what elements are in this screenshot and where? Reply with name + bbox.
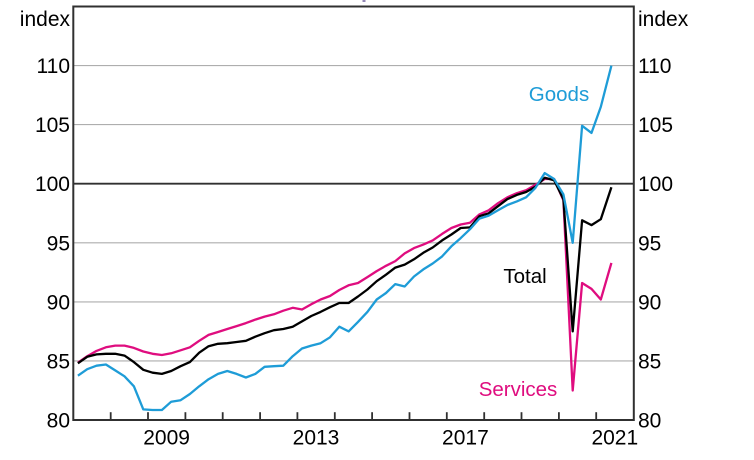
svg-text:95: 95 (638, 232, 661, 255)
svg-text:Goods: Goods (529, 83, 589, 106)
svg-text:100: 100 (638, 173, 673, 196)
svg-text:2013: 2013 (293, 427, 340, 450)
svg-text:90: 90 (638, 291, 661, 314)
svg-text:110: 110 (37, 55, 70, 78)
svg-text:90: 90 (47, 291, 70, 314)
svg-text:80: 80 (47, 410, 70, 433)
svg-text:110: 110 (638, 55, 671, 78)
svg-text:105: 105 (35, 114, 70, 137)
svg-text:95: 95 (47, 232, 70, 255)
svg-text:85: 85 (47, 350, 70, 373)
svg-text:80: 80 (638, 410, 661, 433)
svg-text:Total: Total (503, 265, 546, 288)
svg-text:105: 105 (638, 114, 673, 137)
svg-text:100: 100 (35, 173, 70, 196)
svg-text:2009: 2009 (143, 427, 190, 450)
svg-text:index: index (638, 8, 689, 31)
svg-text:85: 85 (638, 350, 661, 373)
svg-text:2021: 2021 (591, 427, 638, 450)
svg-text:2017: 2017 (442, 427, 489, 450)
svg-text:index: index (20, 8, 71, 31)
svg-text:Services: Services (479, 378, 558, 401)
